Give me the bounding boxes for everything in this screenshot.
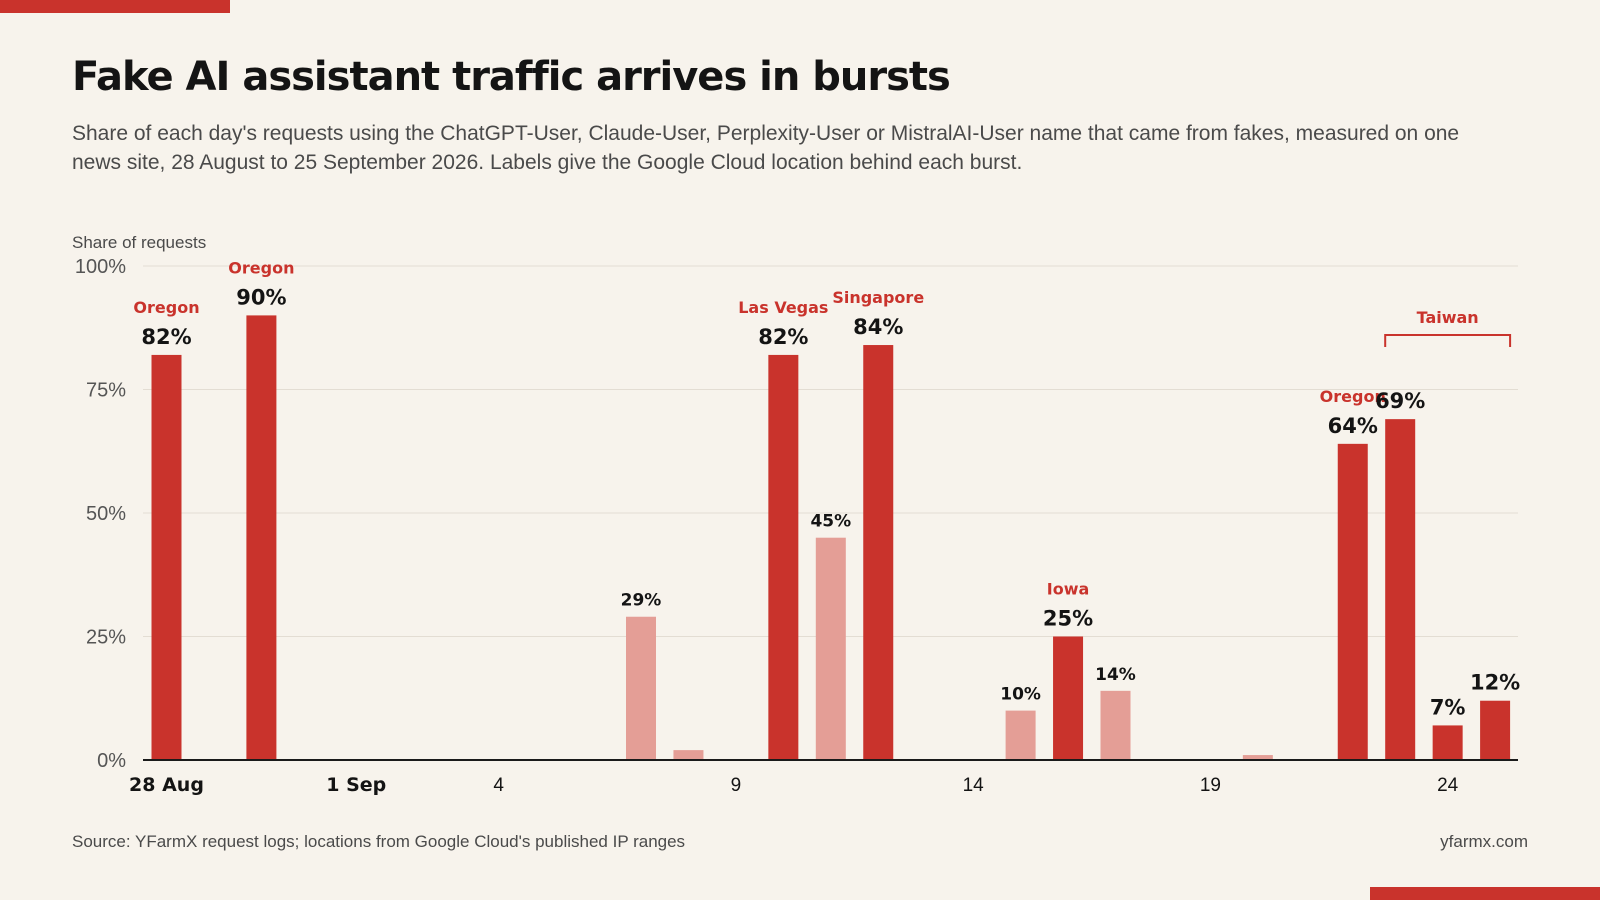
bar-value-label: 82% [141,325,191,349]
x-tick-label: 14 [963,775,985,796]
bar [768,354,799,760]
bar [863,345,894,760]
chart-subtitle: Share of each day's requests using the C… [72,122,1460,174]
x-tick-label: 4 [493,775,504,796]
bar-value-label: 12% [1470,671,1520,695]
bar-value-label: 25% [1043,607,1093,631]
bar-value-label: 90% [236,285,286,309]
bar [1480,700,1511,760]
bar-value-label: 7% [1430,695,1466,719]
x-tick-label: 24 [1437,775,1459,796]
y-tick-label: 0% [97,750,126,772]
bar-location-label: Las Vegas [738,298,828,317]
bar-location-label: Iowa [1047,580,1090,599]
bar-value-label: 82% [758,325,808,349]
bar [1005,710,1036,760]
bar [815,537,846,760]
bar-location-label: Oregon [228,258,294,277]
y-tick-label: 25% [86,627,126,649]
x-tick-label: 28 Aug [129,774,204,796]
bottom-accent-bar [1370,887,1600,900]
bar [1337,443,1368,760]
bar [1385,419,1416,760]
y-tick-label: 75% [86,380,126,402]
bar-value-label: 45% [810,512,851,532]
group-annotation-label: Taiwan [1417,308,1479,327]
bar [1053,636,1084,760]
bar [1100,690,1131,760]
bar-value-label: 84% [853,315,903,339]
y-tick-label: 100% [75,256,126,278]
bar-location-label: Oregon [1320,387,1386,406]
bar [246,315,277,760]
brand-credit: yfarmx.com [1440,832,1528,851]
bar [1432,725,1463,760]
top-accent-bar [0,0,230,13]
x-tick-label: 1 Sep [326,774,386,796]
bar-location-label: Oregon [133,298,199,317]
bar [626,616,656,760]
bar-value-label: 14% [1095,665,1136,685]
chart-title: Fake AI assistant traffic arrives in bur… [72,54,951,100]
group-bracket [1384,334,1512,347]
bar-value-label: 69% [1375,389,1425,413]
x-tick-label: 19 [1200,775,1221,796]
x-tick-label: 9 [731,775,742,796]
bar [673,750,704,760]
bar [151,354,182,760]
bar-value-label: 64% [1328,414,1378,438]
y-tick-label: 50% [86,503,126,525]
source-note: Source: YFarmX request logs; locations f… [72,832,686,851]
y-axis-label: Share of requests [72,233,206,252]
bar-value-label: 10% [1000,685,1041,705]
bar-location-label: Singapore [832,288,924,307]
bar-value-label: 29% [621,591,662,611]
bar [1242,755,1273,760]
